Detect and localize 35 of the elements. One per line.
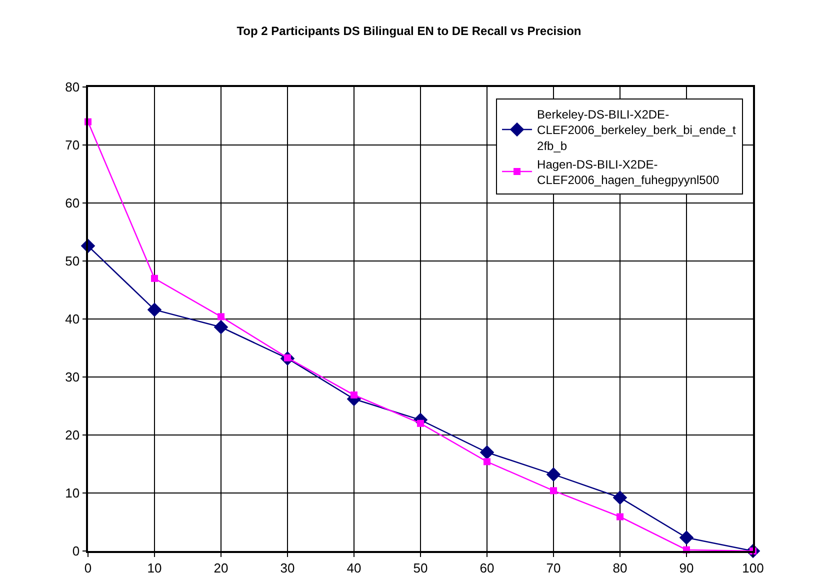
x-tick-label: 20 [214,560,228,576]
point [218,313,224,320]
x-tick-label: 0 [84,560,92,576]
y-tick-label: 0 [72,544,80,559]
y-tick-label: 10 [65,486,80,501]
x-tick-label: 50 [413,560,428,576]
y-tick-label: 60 [65,196,80,211]
point [350,391,358,398]
y-tick-label: 70 [65,138,80,153]
y-tick-label: 20 [65,428,80,443]
point [679,530,694,545]
point [484,458,490,466]
y-tick-label: 80 [65,80,80,95]
point [151,274,158,282]
point [616,513,624,520]
legend-label: Hagen-DS-BILI-X2DE-CLEF2006_hagen_fuhegpyynl500 [537,157,720,187]
x-tick-label: 10 [147,560,162,576]
point [612,490,628,505]
point [214,320,228,334]
point [480,445,494,460]
x-tick-label: 90 [679,560,694,576]
legend-label: Berkeley-DS-BILI-X2DE-CLEF2006_berkeley_berk_bi_ende_t2fb_b [537,108,736,153]
chart-title: Top 2 Participants DS Bilingual EN to DE Recall vs Precision [236,24,582,38]
x-tick-label: 60 [480,560,494,576]
x-tick-label: 80 [612,560,628,576]
y-tick-label: 50 [65,254,80,269]
y-tick-label: 40 [65,312,80,327]
point [550,487,557,494]
point [147,302,162,317]
x-tick-label: 100 [742,560,764,576]
x-tick-label: 70 [546,560,561,576]
point [546,467,561,482]
x-tick-label: 30 [280,560,295,576]
x-tick-label: 40 [346,560,362,576]
y-tick-label: 30 [65,370,80,385]
